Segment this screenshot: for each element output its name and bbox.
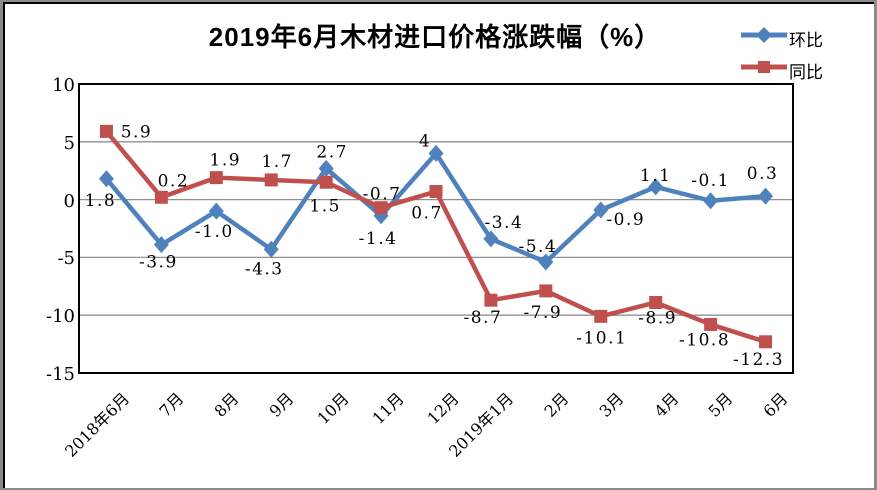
data-label: -12.3 [733,350,784,370]
y-tick-label: -15 [46,364,75,385]
data-point-marker [153,236,169,254]
data-label: 1.8 [85,191,117,211]
data-point-marker [264,173,278,187]
data-label: -0.7 [363,185,402,205]
data-point-marker [98,170,114,188]
data-label: 0.7 [411,204,443,224]
data-point-marker [649,295,663,309]
y-tick-label: 10 [52,75,75,96]
data-label: -8.7 [464,308,503,328]
data-label: -7.9 [523,303,562,323]
data-point-marker [209,171,223,185]
data-label: -8.9 [638,308,677,328]
legend-label: 同比 [789,63,823,83]
data-point-marker [593,201,609,219]
data-label: -5.4 [518,237,557,257]
data-label: -3.9 [139,253,178,273]
data-label: 0.3 [747,164,779,184]
data-label: 2.7 [316,142,348,162]
data-label: -0.1 [691,171,730,191]
data-point-marker [208,202,224,220]
y-tick-label: -5 [57,248,75,270]
legend-item-同比: 同比 [741,58,823,83]
data-label: 1.5 [309,196,341,216]
data-point-marker [263,240,279,258]
data-label: 1.9 [210,151,242,171]
data-point-marker [429,185,443,199]
data-point-marker [483,230,499,248]
legend-label: 环比 [789,31,823,51]
data-label: 0.2 [158,171,190,191]
data-point-marker [594,309,608,323]
y-tick-label: 0 [63,190,75,212]
data-label: -1.0 [195,222,234,242]
data-point-marker [758,187,774,205]
data-label: 1.1 [640,166,672,186]
data-label: 1.7 [261,152,293,172]
data-point-marker [538,253,554,271]
data-label: 5.9 [121,122,153,142]
data-point-marker [319,175,333,189]
data-point-marker [759,335,773,349]
data-label: -0.9 [606,210,645,230]
data-point-marker [648,178,664,196]
data-point-marker [703,192,719,210]
data-point-marker [374,201,388,215]
data-point-marker [99,124,113,138]
data-label: -10.1 [576,328,627,348]
legend-diamond-icon [741,27,787,43]
legend-item-环比: 环比 [741,26,823,51]
data-label: -1.4 [359,229,398,249]
data-point-marker [154,190,168,204]
legend-square-icon [741,61,787,73]
data-label: -3.4 [485,213,524,233]
data-point-marker [484,293,498,307]
data-point-marker [704,317,718,331]
y-tick-label: -10 [46,306,75,328]
data-label: -4.3 [245,259,284,279]
data-label: 4 [419,131,431,151]
plot-border [78,83,794,374]
data-label: -10.8 [679,330,730,350]
y-tick-label: 5 [63,132,75,154]
data-point-marker [539,284,553,298]
data-point-marker [428,144,444,162]
chart-title: 2019年6月木材进口价格涨跌幅（%） [208,22,662,52]
data-point-marker [318,159,334,177]
